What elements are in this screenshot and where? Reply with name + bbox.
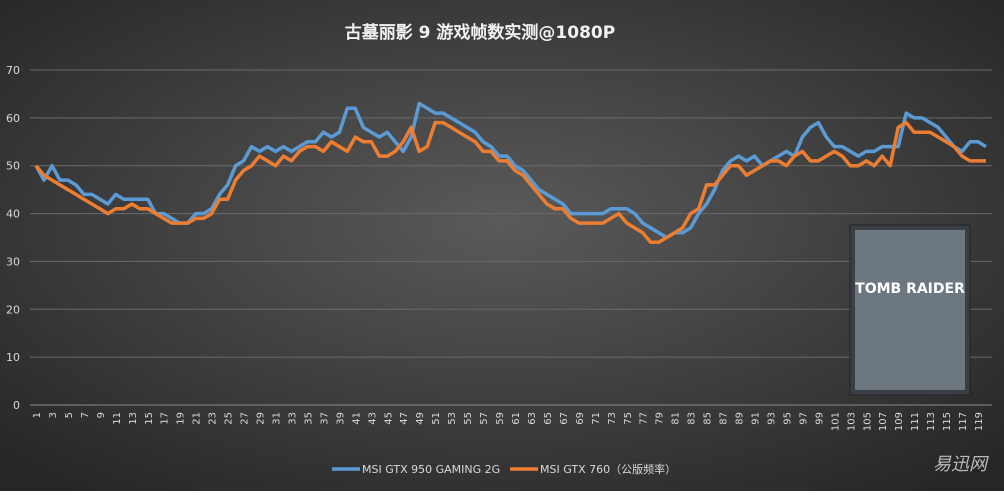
x-tick-label: 59 bbox=[495, 412, 506, 425]
watermark: 易迅网 bbox=[933, 454, 989, 475]
x-tick-label: 91 bbox=[750, 412, 761, 425]
x-tick-label: 99 bbox=[814, 412, 825, 425]
x-tick-label: 115 bbox=[942, 412, 953, 431]
x-tick-label: 101 bbox=[830, 412, 841, 431]
x-tick-label: 93 bbox=[766, 412, 777, 425]
x-tick-label: 5 bbox=[64, 412, 75, 418]
x-tick-label: 51 bbox=[431, 412, 442, 425]
x-tick-label: 109 bbox=[894, 412, 905, 431]
x-tick-label: 39 bbox=[335, 412, 346, 425]
x-tick-label: 73 bbox=[607, 412, 618, 425]
legend-item: MSI GTX 760（公版频率） bbox=[510, 462, 676, 476]
y-tick-label: 40 bbox=[6, 208, 20, 221]
y-tick-label: 60 bbox=[6, 112, 20, 125]
x-tick-label: 37 bbox=[319, 412, 330, 425]
x-tick-label: 13 bbox=[128, 412, 139, 425]
x-tick-label: 69 bbox=[575, 412, 586, 425]
x-tick-label: 95 bbox=[782, 412, 793, 425]
x-tick-label: 89 bbox=[735, 412, 746, 425]
x-tick-label: 113 bbox=[926, 412, 937, 431]
y-tick-label: 10 bbox=[6, 351, 20, 364]
x-tick-label: 111 bbox=[910, 412, 921, 431]
x-tick-label: 63 bbox=[527, 412, 538, 425]
x-tick-label: 33 bbox=[287, 412, 298, 425]
x-tick-label: 105 bbox=[862, 412, 873, 431]
x-tick-label: 57 bbox=[479, 412, 490, 425]
legend-label: MSI GTX 760（公版频率） bbox=[540, 462, 676, 476]
x-tick-label: 65 bbox=[543, 412, 554, 425]
cover-image bbox=[855, 230, 965, 390]
y-tick-label: 30 bbox=[6, 255, 20, 268]
x-tick-label: 47 bbox=[399, 412, 410, 425]
x-tick-label: 11 bbox=[112, 412, 123, 425]
x-tick-label: 87 bbox=[719, 412, 730, 425]
x-tick-label: 85 bbox=[703, 412, 714, 425]
chart-title: 古墓丽影 9 游戏帧数实测@1080P bbox=[345, 22, 615, 43]
x-tick-label: 27 bbox=[240, 412, 251, 425]
x-tick-label: 81 bbox=[671, 412, 682, 425]
x-tick-label: 83 bbox=[687, 412, 698, 425]
x-tick-label: 35 bbox=[303, 412, 314, 425]
x-tick-label: 107 bbox=[878, 412, 889, 431]
legend-item: MSI GTX 950 GAMING 2G bbox=[332, 463, 500, 476]
x-tick-label: 79 bbox=[655, 412, 666, 425]
x-tick-label: 117 bbox=[958, 412, 969, 431]
x-tick-label: 15 bbox=[144, 412, 155, 425]
x-tick-label: 71 bbox=[591, 412, 602, 425]
cover-art: TOMB RAIDER bbox=[849, 224, 971, 396]
x-tick-label: 45 bbox=[383, 412, 394, 425]
y-tick-label: 70 bbox=[6, 64, 20, 77]
x-tick-label: 9 bbox=[96, 412, 107, 418]
x-tick-label: 3 bbox=[48, 412, 59, 418]
legend-label: MSI GTX 950 GAMING 2G bbox=[362, 463, 500, 476]
x-tick-label: 23 bbox=[208, 412, 219, 425]
x-tick-label: 75 bbox=[623, 412, 634, 425]
x-tick-label: 43 bbox=[367, 412, 378, 425]
y-tick-label: 0 bbox=[13, 399, 20, 412]
series-line bbox=[34, 120, 986, 245]
y-tick-label: 20 bbox=[6, 303, 20, 316]
x-tick-label: 25 bbox=[224, 412, 235, 425]
x-tick-label: 17 bbox=[160, 412, 171, 425]
series-line bbox=[34, 101, 987, 240]
x-tick-label: 49 bbox=[415, 412, 426, 425]
cover-text: TOMB RAIDER bbox=[855, 281, 965, 297]
x-tick-label: 21 bbox=[192, 412, 203, 425]
x-tick-label: 61 bbox=[511, 412, 522, 425]
x-tick-label: 31 bbox=[271, 412, 282, 425]
y-tick-label: 50 bbox=[6, 160, 20, 173]
x-tick-label: 67 bbox=[559, 412, 570, 425]
x-tick-label: 77 bbox=[639, 412, 650, 425]
x-tick-label: 103 bbox=[846, 412, 857, 431]
x-tick-label: 97 bbox=[798, 412, 809, 425]
x-tick-label: 41 bbox=[351, 412, 362, 425]
x-tick-label: 29 bbox=[256, 412, 267, 425]
x-tick-label: 7 bbox=[80, 412, 91, 418]
x-tick-label: 1 bbox=[32, 412, 43, 418]
x-tick-label: 55 bbox=[463, 412, 474, 425]
x-tick-label: 53 bbox=[447, 412, 458, 425]
x-tick-label: 19 bbox=[176, 412, 187, 425]
x-tick-label: 119 bbox=[974, 412, 985, 431]
